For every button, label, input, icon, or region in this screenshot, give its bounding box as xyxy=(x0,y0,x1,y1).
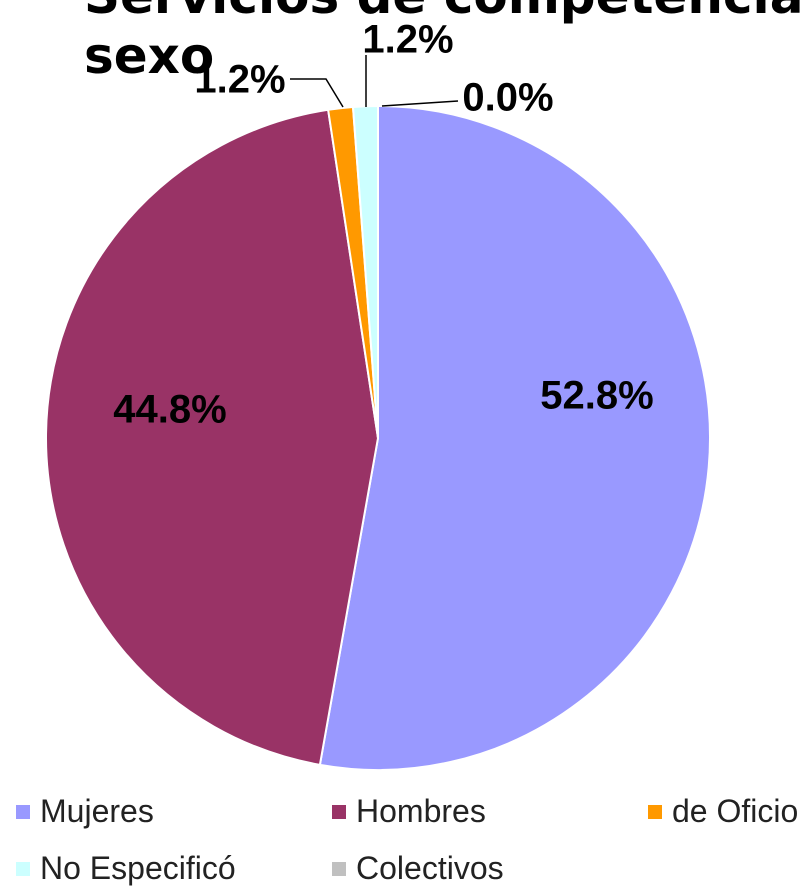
legend-label-mujeres: Mujeres xyxy=(40,793,154,829)
pie-slice-hombres xyxy=(45,108,380,767)
legend-label-hombres: Hombres xyxy=(356,793,486,829)
chart-title-line-1: Servicios de competencia xyxy=(84,0,803,26)
data-label-de-oficio: 1.2% xyxy=(194,58,285,102)
legend-item-de-oficio: de Oficio xyxy=(648,793,798,830)
leader-line-colectivos xyxy=(381,100,459,107)
legend-label-de-oficio: de Oficio xyxy=(672,793,799,829)
pie-slice-mujeres xyxy=(318,104,711,771)
legend-swatch-hombres xyxy=(332,804,346,819)
legend-label-no-especifico: No Especificó xyxy=(40,850,236,886)
legend-swatch-no-especifico xyxy=(16,861,30,876)
leader-line-de-oficio xyxy=(290,78,344,108)
legend-swatch-colectivos xyxy=(332,861,346,876)
data-label-hombres: 44.8% xyxy=(113,388,226,432)
legend-label-colectivos: Colectivos xyxy=(356,850,504,886)
data-label-mujeres: 52.8% xyxy=(540,374,653,418)
legend-swatch-mujeres xyxy=(16,804,30,819)
data-label-no-especifico: 1.2% xyxy=(362,18,453,62)
legend-swatch-de-oficio xyxy=(648,804,662,819)
legend-item-colectivos: Colectivos xyxy=(332,850,504,887)
legend-item-no-especifico: No Especificó xyxy=(16,850,236,887)
data-label-colectivos: 0.0% xyxy=(462,76,553,120)
legend-item-mujeres: Mujeres xyxy=(16,793,154,830)
legend-item-hombres: Hombres xyxy=(332,793,486,830)
chart-title-line-2: sexo xyxy=(84,27,215,85)
